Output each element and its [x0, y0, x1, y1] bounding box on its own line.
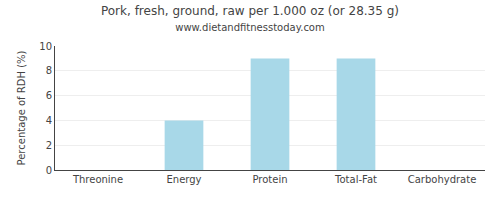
svg-text:10: 10	[39, 41, 52, 52]
svg-text:Carbohydrate: Carbohydrate	[408, 174, 477, 185]
svg-text:0: 0	[46, 165, 52, 176]
svg-text:2: 2	[46, 140, 52, 151]
svg-text:6: 6	[46, 90, 52, 101]
svg-text:Total-Fat: Total-Fat	[334, 174, 377, 185]
svg-text:Energy: Energy	[166, 174, 201, 185]
svg-text:4: 4	[46, 115, 52, 126]
svg-text:8: 8	[46, 65, 52, 76]
svg-text:Percentage of RDH (%): Percentage of RDH (%)	[16, 50, 27, 165]
svg-text:Threonine: Threonine	[72, 174, 123, 185]
svg-text:Protein: Protein	[252, 174, 287, 185]
svg-text:Pork, fresh, ground, raw per 1: Pork, fresh, ground, raw per 1.000 oz (o…	[101, 4, 399, 33]
